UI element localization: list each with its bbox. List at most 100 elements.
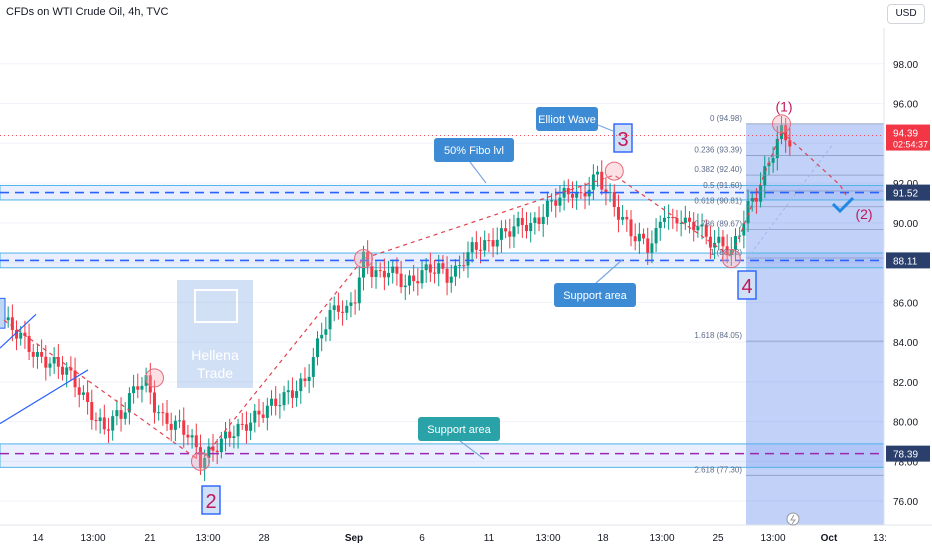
candle-body xyxy=(15,329,19,339)
candle-body xyxy=(474,242,478,250)
candle-body xyxy=(428,264,432,273)
time-axis-label: 13:00 xyxy=(195,533,220,544)
candle-body xyxy=(378,270,382,272)
price-axis-label: 98.00 xyxy=(893,60,918,71)
candle-body xyxy=(48,363,52,368)
pivot-circle xyxy=(771,114,791,134)
event-marker-icon xyxy=(786,512,800,526)
candle-body xyxy=(228,431,232,439)
time-axis-label: 14 xyxy=(32,533,44,544)
candle-body xyxy=(320,334,324,339)
wave-label-4-box xyxy=(737,270,757,300)
candle-body xyxy=(94,420,98,422)
wave-label-3-box xyxy=(613,123,633,153)
hellena-trade-logo: Hellena Trade xyxy=(177,280,253,388)
candle-body xyxy=(345,305,349,313)
wave-label-4: 4 xyxy=(741,276,752,298)
price-axis-label: 80.00 xyxy=(893,418,918,429)
candle-body xyxy=(529,223,533,232)
support-zone xyxy=(0,443,885,468)
candle-body xyxy=(140,385,144,390)
candle-body xyxy=(734,236,737,250)
trendline xyxy=(0,313,37,349)
candle-body xyxy=(244,424,248,431)
callout-pointer xyxy=(469,161,487,184)
candle-body xyxy=(278,405,282,407)
candle-body xyxy=(453,265,457,277)
price-axis-label: 82.00 xyxy=(893,378,918,389)
current-price-countdown: 02:54:37 xyxy=(893,140,928,150)
candle-body xyxy=(382,270,386,278)
candle-body xyxy=(35,352,39,357)
candle-body xyxy=(688,217,692,222)
callout-pointer xyxy=(597,124,614,132)
candle-body xyxy=(136,386,140,390)
candle-body xyxy=(545,200,549,217)
wave-label-3: 3 xyxy=(617,129,628,151)
fibonacci-level-label: 2.618 (77.30) xyxy=(694,465,742,474)
candle-body xyxy=(249,422,253,431)
candle-body xyxy=(357,277,361,304)
candle-body xyxy=(608,192,612,194)
price-level-tag xyxy=(886,445,930,462)
candle-body xyxy=(132,386,136,394)
candle-body xyxy=(157,412,161,414)
candle-body xyxy=(679,222,683,224)
candle-body xyxy=(270,398,274,406)
chart-title: CFDs on WTI Crude Oil, 4h, TVC xyxy=(6,6,169,18)
time-axis-label: 28 xyxy=(258,533,270,544)
annotation-elliott-wave-box xyxy=(536,107,598,131)
candle-body xyxy=(466,252,470,266)
candle-body xyxy=(642,233,646,239)
candle-body xyxy=(537,217,541,224)
candle-body xyxy=(759,185,763,202)
candle-body xyxy=(416,281,420,284)
currency-button[interactable]: USD xyxy=(887,4,925,24)
price-axis-label: 78.00 xyxy=(893,457,918,468)
candle-body xyxy=(721,236,725,247)
candle-body xyxy=(295,391,299,398)
trendline xyxy=(0,369,89,425)
candle-body xyxy=(123,412,127,419)
price-axis-label: 76.00 xyxy=(893,497,918,508)
candle-body xyxy=(81,392,85,395)
candle-body xyxy=(696,226,700,231)
candle-body xyxy=(533,217,537,224)
candle-body xyxy=(10,317,14,330)
candle-body xyxy=(700,224,704,227)
candle-body xyxy=(445,268,449,283)
annotation-support-lower-box xyxy=(418,417,500,441)
candle-body xyxy=(412,275,416,282)
candle-body xyxy=(395,266,399,274)
candle-body xyxy=(6,317,10,321)
candle-body xyxy=(102,417,106,430)
candle-body xyxy=(692,221,696,231)
candle-body xyxy=(441,263,445,269)
candle-body xyxy=(257,410,261,415)
candle-body xyxy=(583,193,587,197)
time-axis-label: 18 xyxy=(597,533,609,544)
fibonacci-level-label: 0.382 (92.40) xyxy=(694,165,742,174)
candle-body xyxy=(650,243,654,253)
candle-body xyxy=(324,329,328,335)
candle-body xyxy=(579,192,583,194)
candle-body xyxy=(646,238,650,253)
candle-body xyxy=(107,429,110,431)
candle-body xyxy=(558,197,562,206)
fibonacci-level-label: 1 (88.23) xyxy=(710,248,742,257)
fibonacci-level-label: 0 (94.98) xyxy=(710,114,742,123)
candle-body xyxy=(27,336,31,352)
candle-body xyxy=(746,201,750,224)
candle-body xyxy=(19,332,23,339)
candle-body xyxy=(261,414,265,418)
candle-body xyxy=(299,378,303,392)
candle-body xyxy=(178,420,182,422)
annotation-elliott-wave: Elliott Wave xyxy=(538,114,596,126)
time-axis-label: 25 xyxy=(712,533,724,544)
candle-body xyxy=(211,446,215,451)
candle-body xyxy=(458,265,462,267)
candle-body xyxy=(788,140,792,147)
candle-body xyxy=(161,412,165,414)
